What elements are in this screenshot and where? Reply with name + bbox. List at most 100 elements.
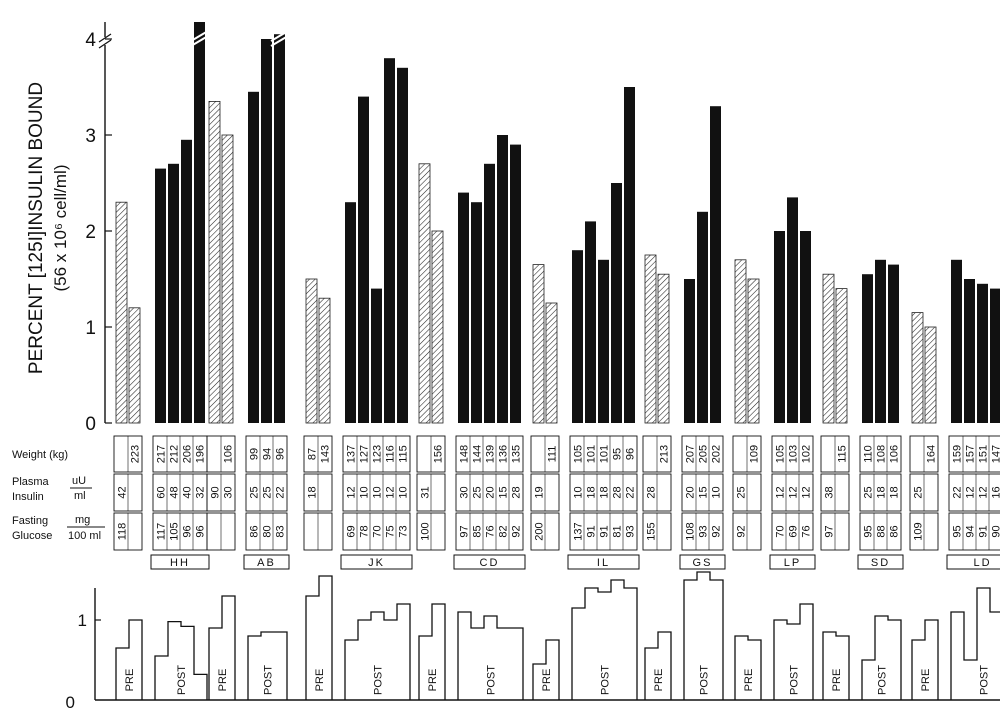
post-label-il: POST <box>600 665 612 695</box>
subject-label-lp: LP <box>784 557 801 569</box>
table-value: 18 <box>307 486 319 498</box>
step-subject-il: PRE POST <box>532 579 638 700</box>
table-value: 212 <box>169 445 181 463</box>
y-axis-title-line1: PERCENT [125I]INSULIN BOUND <box>26 82 47 374</box>
pre-label-hh: PRE <box>124 669 136 692</box>
subject-group-gs <box>644 106 721 424</box>
table-value: 148 <box>459 445 471 463</box>
table-value: 18 <box>586 486 598 498</box>
table-value: 99 <box>249 448 261 460</box>
subject-label-box <box>150 554 210 570</box>
table-value: 109 <box>913 522 925 540</box>
table-value: 91 <box>599 525 611 537</box>
table-value: 101 <box>599 445 611 463</box>
table-value: 15 <box>698 486 710 498</box>
post-label-ld: POST <box>979 665 991 695</box>
post-bar-hh-2 <box>168 163 179 424</box>
table-value: 12 <box>788 486 800 498</box>
table-value: 76 <box>485 525 497 537</box>
table-value: 25 <box>262 486 274 498</box>
table-value: 213 <box>659 445 671 463</box>
table-value: 10 <box>359 486 371 498</box>
table-cell-box <box>771 435 814 473</box>
table-value: 116 <box>385 445 397 463</box>
step-line-pre-sd <box>822 631 850 700</box>
step-y-tick-label-1: 1 <box>78 611 87 630</box>
step-line-pre-ab <box>208 595 236 700</box>
y-tick-label-3: 3 <box>85 126 96 147</box>
table-value: 18 <box>889 486 901 498</box>
table-value: 103 <box>788 445 800 463</box>
table-value: 127 <box>359 445 371 463</box>
post-bar-cd-4 <box>497 135 508 423</box>
subject-group-il <box>532 87 635 424</box>
table-value: 156 <box>433 445 445 463</box>
table-value: 159 <box>952 445 964 463</box>
table-value: 15 <box>498 486 510 498</box>
table-value: 83 <box>275 525 287 537</box>
table-value: 202 <box>711 445 723 463</box>
table-cell-box <box>569 435 638 473</box>
table-value: 96 <box>625 448 637 460</box>
table-value: 115 <box>837 445 849 463</box>
bar-break-mark <box>190 30 209 42</box>
table-value: 105 <box>169 522 181 540</box>
post-bar-sd-1 <box>862 274 873 423</box>
step-line-pre-lp <box>734 635 762 700</box>
table-value: 123 <box>372 445 384 463</box>
table-value: 92 <box>736 525 748 537</box>
post-bar-ld-3 <box>977 283 988 423</box>
table-cell-box <box>245 435 288 473</box>
table-value: 28 <box>511 486 523 498</box>
pre-label-jk: PRE <box>314 669 326 692</box>
table-value: 93 <box>625 525 637 537</box>
pre-bar-il-1 <box>532 264 545 424</box>
table-value: 73 <box>398 525 410 537</box>
y-tick-label-2: 2 <box>85 222 96 243</box>
table-cell-box <box>455 512 524 551</box>
step-subject-hh: PRE POST <box>115 619 208 700</box>
subject-group-ab <box>208 30 289 424</box>
table-cell-box <box>859 512 902 551</box>
table-value: 69 <box>788 525 800 537</box>
table-value: 86 <box>889 525 901 537</box>
table-cell-box <box>681 473 724 512</box>
pre-bar-hh-1 <box>115 201 128 424</box>
post-label-gs: POST <box>699 665 711 695</box>
subject-data-table: Weight (kg) Plasma Insulin uU ml Fasting Gluco… <box>12 435 1000 570</box>
table-value: 25 <box>863 486 875 498</box>
table-value: 28 <box>612 486 624 498</box>
step-line-pre-ld <box>911 619 939 700</box>
subject-label-box <box>946 554 1000 570</box>
table-value: 78 <box>359 525 371 537</box>
table-value: 95 <box>612 448 624 460</box>
y-tick-label-4: 4 <box>85 30 96 51</box>
table-value: 22 <box>275 486 287 498</box>
pre-bar-cd-2 <box>431 230 444 424</box>
pre-bar-ld-2 <box>924 326 937 424</box>
table-value: 101 <box>586 445 598 463</box>
table-cell-box <box>569 473 638 512</box>
table-value: 109 <box>749 445 761 463</box>
table-cell-box <box>342 473 411 512</box>
table-value: 92 <box>711 525 723 537</box>
y-tick-label-1: 1 <box>85 318 96 339</box>
table-value: 12 <box>346 486 358 498</box>
post-bar-jk-2 <box>358 96 369 423</box>
table-value: 70 <box>372 525 384 537</box>
table-value: 137 <box>346 445 358 463</box>
post-bar-ab-3 <box>274 34 285 423</box>
table-value: 151 <box>978 445 990 463</box>
bar-break-mark <box>190 35 209 47</box>
table-subject-cd: 156 31 100 148 144 139 136 135 30 25 20 15 28 97 85 76 8… <box>416 435 526 570</box>
step-line-pre-cd <box>418 603 446 700</box>
step-line-post-jk <box>344 603 411 700</box>
table-value: 12 <box>965 486 977 498</box>
bar-break-mark <box>270 35 289 47</box>
step-line-pre-gs <box>644 631 672 700</box>
table-cell-box <box>948 512 1000 551</box>
pre-bar-ab-1 <box>208 101 221 424</box>
table-value: 28 <box>646 486 658 498</box>
